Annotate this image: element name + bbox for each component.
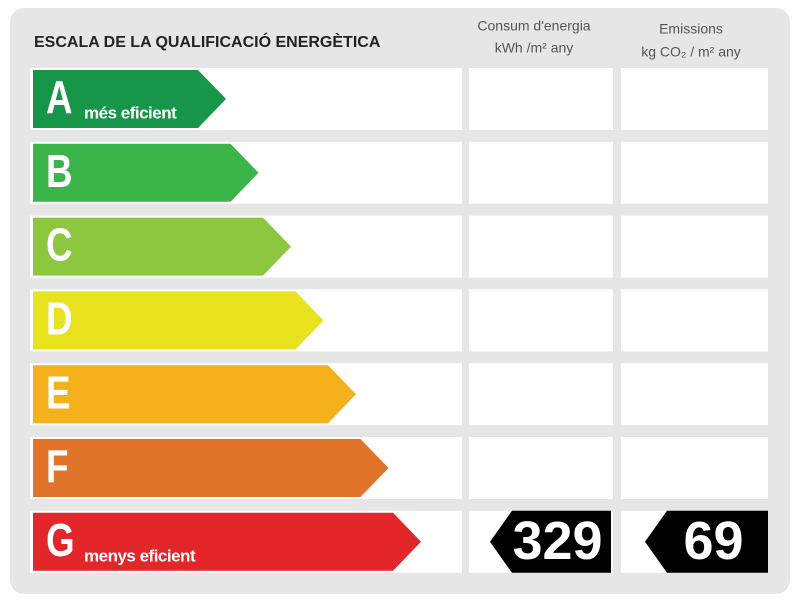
rating-arrow [33, 291, 324, 350]
rating-letter: E [46, 366, 71, 418]
rating-letter: C [46, 219, 73, 271]
energy-title: Consum d'energia [477, 18, 590, 34]
emissions-cell [621, 141, 768, 204]
rating-letter: B [46, 145, 73, 197]
energy-cell [469, 363, 613, 426]
energy-badge [490, 510, 611, 573]
energy-cell [469, 289, 613, 352]
rating-letter: D [46, 293, 73, 345]
rating-arrow [33, 70, 226, 128]
rating-note: menys eficient [84, 546, 196, 565]
emissions-cell [621, 215, 768, 278]
emissions-badge [645, 510, 768, 573]
energy-cell [469, 215, 613, 278]
energy-unit: kWh /m² any [495, 40, 574, 56]
emissions-cell [621, 437, 768, 499]
emissions-value: 69 [683, 511, 743, 571]
emissions-cell [621, 363, 768, 426]
title: ESCALA DE LA QUALIFICACIÓ ENERGÈTICA [34, 32, 381, 51]
energy-cell [469, 68, 613, 130]
rating-arrow [33, 143, 259, 202]
energy-cell [469, 437, 613, 499]
emissions-title: Emissions [659, 21, 723, 37]
emissions-cell [621, 289, 768, 352]
energy-cell [469, 141, 613, 204]
rating-letter: G [46, 514, 75, 566]
rating-arrow [33, 365, 356, 424]
rating-letter: F [46, 440, 68, 492]
rating-arrow [33, 439, 389, 497]
emissions-unit: kg CO₂ / m² any [641, 44, 741, 60]
rating-arrow [33, 217, 291, 276]
rating-letter: A [46, 71, 73, 123]
rating-arrow [33, 512, 421, 571]
emissions-cell [621, 68, 768, 130]
energy-value: 329 [512, 511, 602, 571]
rating-note: més eficient [84, 103, 177, 122]
